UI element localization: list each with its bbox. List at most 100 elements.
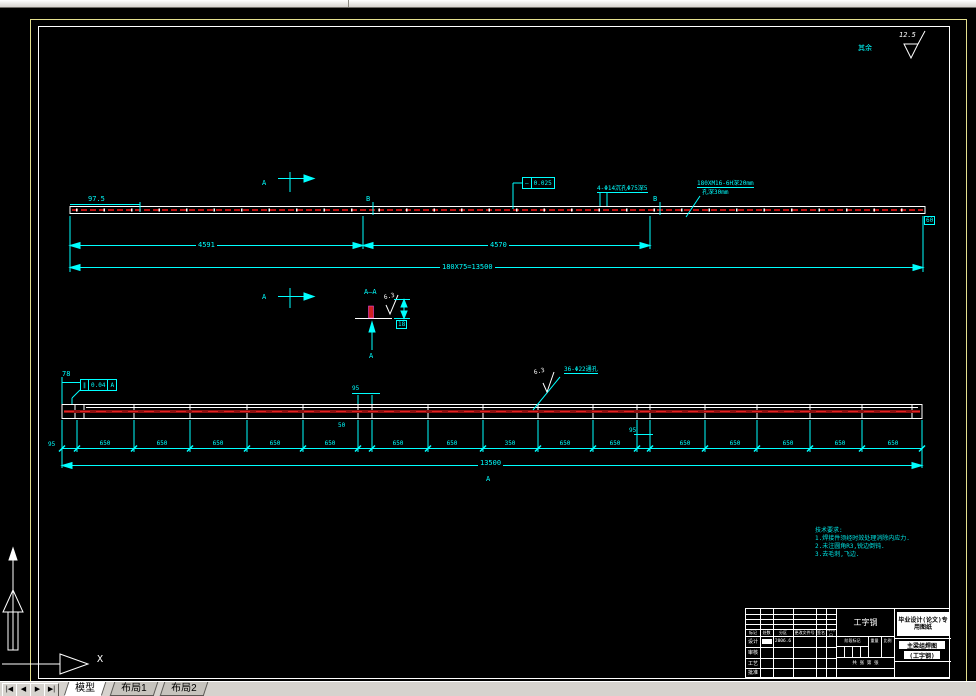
bottom-view-roughness-check[interactable] xyxy=(542,371,555,394)
dim-95-mid[interactable]: 95 xyxy=(352,385,360,392)
straightness-symbol: — xyxy=(525,179,529,187)
bay-dim-label[interactable]: 650 xyxy=(210,440,226,447)
section-aa-arrow-label[interactable]: A xyxy=(369,352,374,360)
tab-nav-prev-button[interactable]: ◀ xyxy=(16,683,31,696)
tab-nav-next-button[interactable]: ▶ xyxy=(30,683,45,696)
note-item: 1.焊接件须经时效处理消除内应力. xyxy=(815,535,910,542)
hole-note[interactable]: 4-Φ14沉孔Φ75深5 xyxy=(597,185,648,193)
tb-header-docno: 更改文件号 xyxy=(794,629,815,635)
bottom-view-beam[interactable] xyxy=(61,404,923,419)
tb-weight-label: 重量 xyxy=(870,638,879,643)
tb-line xyxy=(746,647,836,648)
bottom-label-a[interactable]: A xyxy=(486,475,491,483)
tb-line xyxy=(837,636,894,637)
note-item: 3.去毛刺,飞边. xyxy=(815,551,860,558)
tb-header-mark: 标记 xyxy=(749,629,757,635)
technical-notes[interactable]: 技术要求: 1.焊接件须经时效处理消除内应力. 2.未注圆角R3,锐边倒钝. 3.去… xyxy=(815,527,910,559)
top-view-beam[interactable] xyxy=(69,206,926,214)
top-view-dimensions[interactable] xyxy=(68,172,925,308)
end-dim-box[interactable]: 60 xyxy=(924,216,936,225)
bay-dim-label[interactable]: 650 xyxy=(607,440,623,447)
tb-line xyxy=(860,646,861,657)
tb-org: 毕业设计(论文)专用图纸 xyxy=(897,612,949,636)
title-block[interactable]: 标记 处数 分区 更改文件号 签名 年月日 设计 2006.6 审核 工艺 批准… xyxy=(745,608,951,678)
tb-header-zone: 分区 xyxy=(779,629,787,635)
bay-dim-label[interactable]: 650 xyxy=(390,440,406,447)
thread-note-2[interactable]: 孔深30mm xyxy=(702,189,729,196)
tab-layout1[interactable]: 布局1 xyxy=(109,682,158,696)
bay-dim-label[interactable]: 650 xyxy=(97,440,113,447)
tb-drawing-title-2: (工字钢) xyxy=(904,651,940,659)
tab-layout2-label: 布局2 xyxy=(171,683,197,694)
tb-line xyxy=(773,609,774,677)
bay-dim-label[interactable]: 350 xyxy=(502,440,518,447)
section-label-a-lower[interactable]: A xyxy=(262,293,267,301)
tb-row-check: 审核 xyxy=(747,650,758,656)
ucs-x-label: X xyxy=(97,654,104,665)
section-aa-geometry[interactable] xyxy=(355,294,410,350)
parallelism-datum: A xyxy=(107,380,116,390)
bottom-view-dimensions[interactable] xyxy=(58,376,926,470)
tb-date: 2006.6 xyxy=(774,639,792,644)
sheet-frame[interactable] xyxy=(30,19,967,683)
tab-model-label: 模型 xyxy=(75,683,96,694)
dim-4570[interactable]: 4570 xyxy=(488,241,509,249)
bay-dim-label[interactable]: 650 xyxy=(154,440,170,447)
parallelism-value: 0.04 xyxy=(88,380,107,390)
tb-line xyxy=(746,614,836,615)
bay-dim-label[interactable]: 650 xyxy=(885,440,901,447)
general-roughness-value[interactable]: 12.5 xyxy=(899,31,916,39)
dim-total-top[interactable]: 180X75=13500 xyxy=(440,263,495,271)
dim-97-5[interactable]: 97.5 xyxy=(88,195,105,203)
straightness-tolerance-frame[interactable]: —0.025 xyxy=(522,177,555,189)
tb-row-process: 工艺 xyxy=(747,660,758,667)
window-top-strip xyxy=(0,0,976,8)
section-aa-thickness-box[interactable]: 18 xyxy=(396,320,408,329)
dim-78[interactable]: 78 xyxy=(62,370,71,378)
label-b-right[interactable]: B xyxy=(653,195,658,203)
note-item: 2.未注圆角R3,锐边倒钝. xyxy=(815,543,885,550)
bottom-hole-note[interactable]: 36-Φ22通孔 xyxy=(564,366,598,374)
tb-divider xyxy=(894,609,895,677)
tab-nav-first-button[interactable]: |◀ xyxy=(2,683,17,696)
general-note-prefix[interactable]: 其余 xyxy=(858,44,872,52)
tb-row-approve: 批准 xyxy=(747,670,758,676)
dim-50[interactable]: 50 xyxy=(338,422,346,429)
tab-nav-last-button[interactable]: ▶| xyxy=(44,683,59,696)
bay-dim-label[interactable]: 650 xyxy=(780,440,796,447)
tb-header-sign: 签名 xyxy=(817,629,825,635)
dim-95-right[interactable]: 95 xyxy=(629,427,637,434)
section-label-a-upper[interactable]: A xyxy=(262,179,267,187)
tb-line xyxy=(793,609,794,677)
tab-model[interactable]: 模型 xyxy=(63,682,107,696)
tb-part-name: 工字钢 xyxy=(853,618,878,627)
bay-dim-label[interactable]: 650 xyxy=(832,440,848,447)
general-roughness-symbol[interactable] xyxy=(903,30,926,60)
bay-dim-label[interactable]: 650 xyxy=(322,440,338,447)
section-aa-title[interactable]: A—A xyxy=(364,288,377,296)
bay-dim-label[interactable]: 650 xyxy=(557,440,573,447)
bay-dim-label[interactable]: 650 xyxy=(444,440,460,447)
bay-dim-label[interactable]: 650 xyxy=(267,440,283,447)
tb-line xyxy=(746,658,836,659)
parallelism-tolerance-frame[interactable]: ∥ 0.04 A xyxy=(80,379,118,391)
dim-total-bottom[interactable]: 13500 xyxy=(478,459,504,467)
tb-line xyxy=(837,657,894,658)
thread-note-1[interactable]: 180XM16-6H深20mm xyxy=(697,180,754,188)
bay-dim-labels[interactable]: 650 650 650 650 650 650 650 350 650 650 650 650 650 6… xyxy=(0,440,976,450)
tb-line xyxy=(881,636,882,657)
dim-95-left[interactable]: 95 xyxy=(48,441,56,448)
label-b-left[interactable]: B xyxy=(366,195,371,203)
bay-dim-label[interactable]: 650 xyxy=(727,440,743,447)
tb-line xyxy=(868,636,869,657)
notes-title: 技术要求: xyxy=(815,527,843,534)
notes-list: 1.焊接件须经时效处理消除内应力. 2.未注圆角R3,锐边倒钝. 3.去毛刺,飞边. xyxy=(815,535,910,559)
tab-layout2[interactable]: 布局2 xyxy=(159,682,208,696)
ucs-icon xyxy=(2,546,90,675)
tb-line xyxy=(826,609,827,677)
tb-line xyxy=(760,609,761,677)
bay-dim-label[interactable]: 650 xyxy=(677,440,693,447)
dim-4591[interactable]: 4591 xyxy=(196,241,217,249)
